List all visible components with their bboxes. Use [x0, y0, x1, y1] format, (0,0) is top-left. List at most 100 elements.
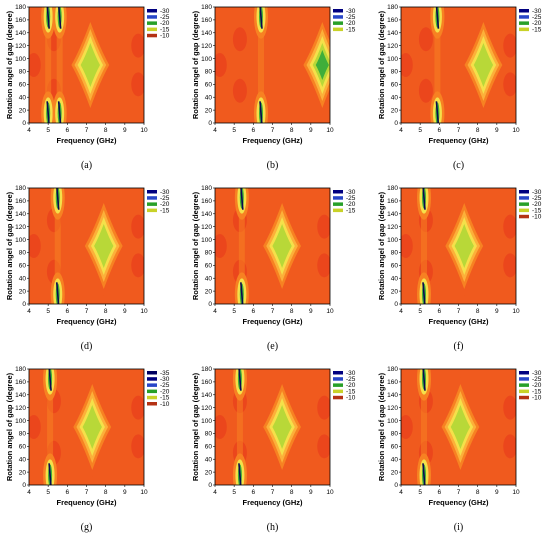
heatmap-spot: [215, 234, 227, 258]
stripe-core: [238, 369, 242, 391]
y-tick-label: 180: [387, 4, 398, 11]
x-axis-label: Frequency (GHz): [428, 317, 489, 326]
x-tick-label: 6: [438, 489, 442, 496]
legend-label: -15: [346, 26, 356, 33]
y-tick-label: 120: [15, 43, 26, 50]
x-tick-label: 8: [290, 308, 294, 315]
legend-label: -10: [532, 395, 542, 402]
heatmap-area: [401, 369, 516, 485]
heatmap-area: [215, 369, 330, 485]
legend-swatch: [333, 208, 343, 213]
panel-g: 4 5 6 7 8 9 10020406080100120140160180Frequenc…: [5, 366, 170, 533]
y-tick-label: 20: [205, 469, 213, 476]
x-tick-label: 5: [418, 308, 422, 315]
y-tick-label: 160: [15, 198, 26, 205]
y-tick-label: 80: [391, 431, 399, 438]
stripe-core: [57, 101, 62, 123]
x-tick-label: 7: [271, 127, 275, 134]
legend-label: -25: [160, 14, 170, 21]
y-tick-label: 120: [387, 224, 398, 231]
heatmap-spot: [418, 27, 433, 52]
stripe-core: [238, 463, 242, 485]
y-tick-label: 60: [391, 444, 399, 451]
x-tick-label: 8: [290, 127, 294, 134]
heatmap-spot: [503, 214, 516, 239]
heatmap-spot: [131, 253, 144, 278]
panel-label: (g): [81, 522, 93, 533]
legend-label: -15: [346, 388, 356, 395]
x-tick-label: 5: [232, 489, 236, 496]
heatmap-area: [29, 369, 144, 485]
x-tick-label: 4: [399, 489, 403, 496]
legend-swatch: [147, 15, 157, 19]
y-tick-label: 40: [19, 94, 27, 101]
y-tick-label: 140: [201, 30, 212, 37]
y-tick-label: 60: [391, 263, 399, 270]
x-tick-label: 10: [512, 489, 520, 496]
x-tick-label: 8: [104, 489, 108, 496]
x-tick-label: 4: [27, 127, 31, 134]
x-tick-label: 6: [438, 127, 442, 134]
legend-label: -30: [346, 370, 356, 377]
stripe-core: [48, 369, 52, 391]
y-tick-label: 80: [205, 69, 213, 76]
x-tick-label: 10: [512, 127, 520, 134]
y-tick-label: 180: [201, 366, 212, 373]
x-axis-label: Frequency (GHz): [428, 136, 489, 145]
y-tick-label: 100: [387, 237, 398, 244]
y-tick-label: 180: [201, 185, 212, 192]
x-tick-label: 5: [46, 489, 50, 496]
y-tick-label: 180: [387, 366, 398, 373]
legend-swatch: [147, 33, 157, 38]
heatmap-spot: [503, 33, 516, 58]
heatmap-spot: [131, 33, 144, 58]
x-axis-label: Frequency (GHz): [428, 498, 489, 507]
y-tick-label: 20: [19, 469, 27, 476]
x-tick-label: 7: [85, 489, 89, 496]
legend-label: -25: [160, 195, 170, 202]
heatmap-spot: [215, 415, 227, 439]
x-tick-label: 9: [309, 308, 313, 315]
y-tick-label: 180: [201, 4, 212, 11]
x-tick-label: 10: [140, 489, 148, 496]
x-tick-label: 9: [123, 489, 127, 496]
stripe-band: [45, 32, 52, 98]
y-tick-label: 20: [391, 469, 399, 476]
legend-swatch: [333, 389, 343, 394]
y-tick-label: 60: [19, 444, 27, 451]
y-tick-label: 40: [391, 456, 399, 463]
legend-swatch: [519, 202, 529, 206]
x-tick-label: 7: [271, 308, 275, 315]
y-tick-label: 0: [394, 120, 398, 127]
panel-d: 4 5 6 7 8 9 10020406080100120140160180Frequenc…: [5, 185, 170, 352]
legend-swatch: [333, 21, 343, 25]
y-tick-label: 120: [201, 43, 212, 50]
y-tick-label: 140: [15, 30, 26, 37]
x-tick-label: 7: [271, 489, 275, 496]
y-tick-label: 80: [205, 250, 213, 257]
y-tick-label: 160: [387, 17, 398, 24]
x-tick-label: 5: [232, 127, 236, 134]
y-tick-label: 80: [19, 69, 27, 76]
x-axis-label: Frequency (GHz): [56, 498, 117, 507]
y-tick-label: 140: [15, 392, 26, 399]
x-tick-label: 8: [104, 127, 108, 134]
y-tick-label: 40: [19, 456, 27, 463]
legend-label: -30: [346, 8, 356, 15]
stripe-core: [46, 7, 50, 29]
stripe-core: [435, 7, 440, 29]
legend-swatch: [519, 377, 529, 381]
y-tick-label: 0: [208, 482, 212, 489]
legend-swatch: [519, 9, 529, 13]
legend-label: -10: [346, 395, 356, 402]
heatmap-spot: [131, 214, 144, 239]
x-tick-label: 5: [418, 489, 422, 496]
stripe-band: [56, 32, 63, 98]
y-axis-label: Rotation angel of gap (degree): [377, 372, 386, 481]
y-axis-label: Rotation angel of gap (degree): [377, 10, 386, 119]
legend-swatch: [519, 389, 529, 394]
legend-swatch: [147, 196, 157, 200]
x-tick-label: 8: [104, 308, 108, 315]
x-tick-label: 8: [476, 127, 480, 134]
